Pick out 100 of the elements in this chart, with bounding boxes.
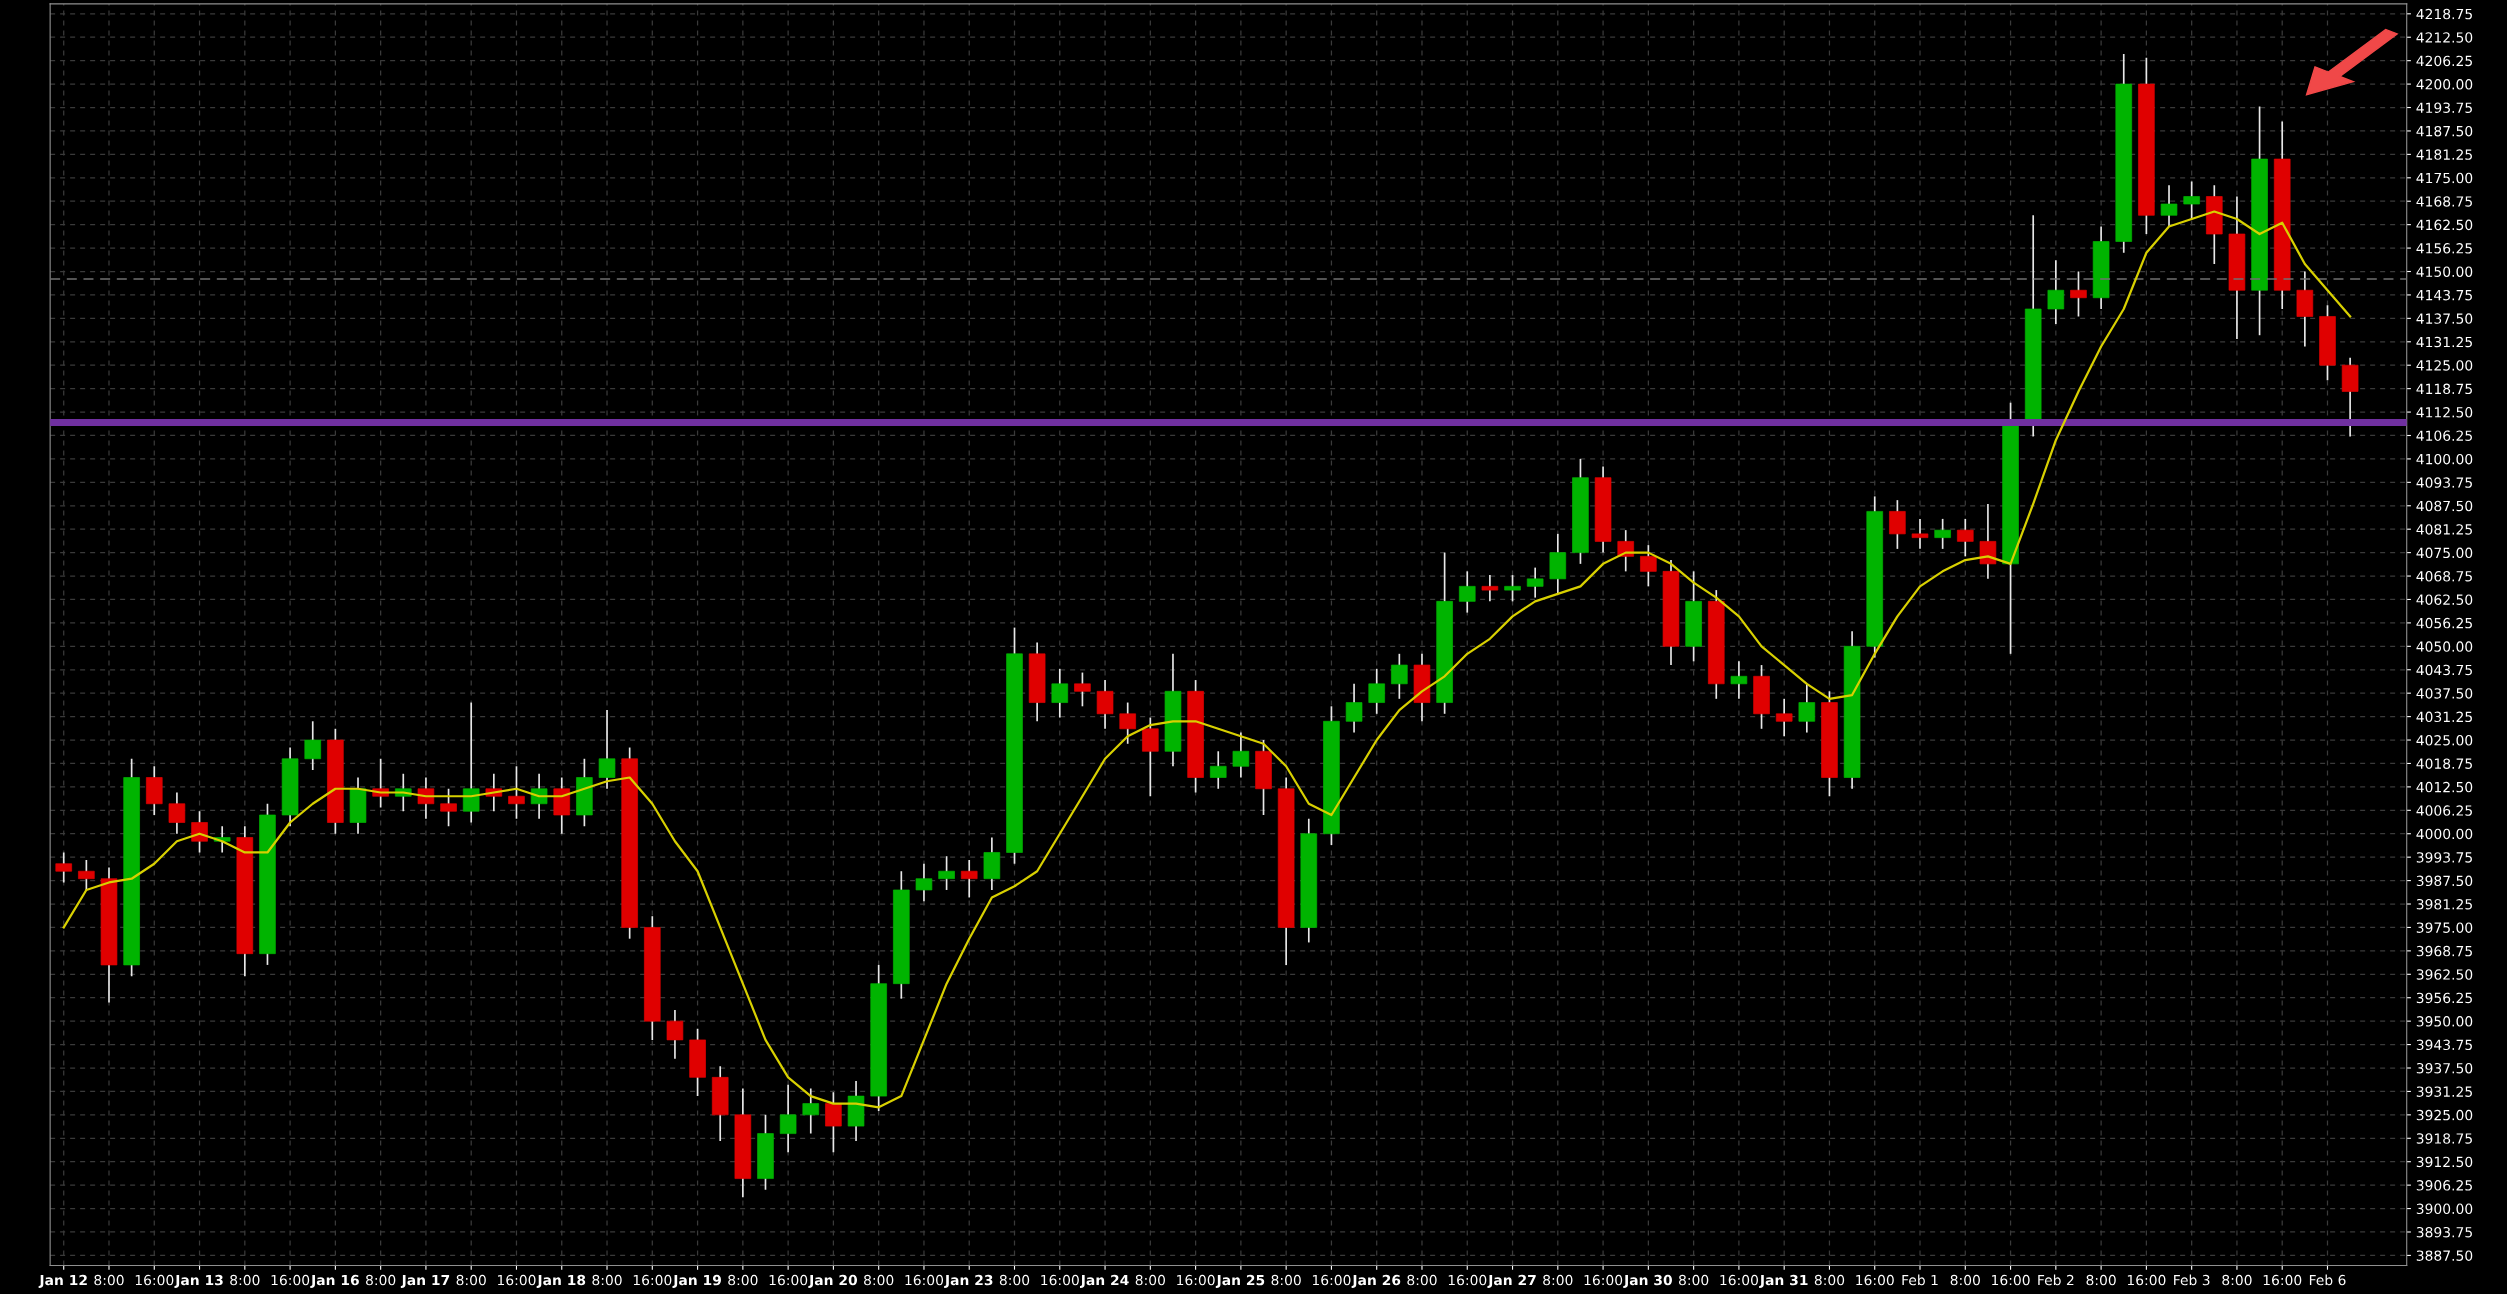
y-tick-label: 4168.75 xyxy=(2416,196,2472,207)
y-tick-label: 4118.75 xyxy=(2416,383,2472,395)
y-tick-label: 4112.50 xyxy=(2416,407,2473,418)
candlestick xyxy=(304,720,322,771)
candlestick xyxy=(1391,652,1408,700)
x-tick-label: 16:00 xyxy=(1041,1274,1079,1286)
x-tick-label: Jan 23 xyxy=(944,1274,993,1288)
candlestick xyxy=(78,859,95,891)
y-tick-label: 4093.75 xyxy=(2416,477,2472,488)
x-tick-label: 16:00 xyxy=(1177,1274,1215,1286)
x-tick-label: Feb 2 xyxy=(2038,1274,2074,1286)
x-tick-label: Jan 25 xyxy=(1215,1274,1265,1288)
candlestick xyxy=(2160,184,2178,228)
x-tick-label: 16:00 xyxy=(271,1274,310,1286)
candlestick xyxy=(960,859,978,899)
y-tick-label: 3900.00 xyxy=(2416,1203,2473,1215)
x-tick-label: Jan 24 xyxy=(1079,1274,1129,1288)
x-tick-label: 16:00 xyxy=(497,1274,536,1286)
y-tick-label: 4218.75 xyxy=(2416,8,2472,20)
candlestick xyxy=(1142,716,1159,798)
candlestick xyxy=(1640,544,1657,588)
y-tick-label: 3975.00 xyxy=(2416,922,2473,933)
candlestick xyxy=(1504,574,1521,603)
candlestick xyxy=(55,851,72,884)
y-tick-label: 4193.75 xyxy=(2416,102,2472,113)
y-tick-label: 3912.50 xyxy=(2416,1156,2473,1168)
candlestick xyxy=(938,855,955,891)
y-tick-label: 4006.25 xyxy=(2416,805,2472,816)
x-tick-label: 16:00 xyxy=(905,1274,944,1286)
y-tick-label: 4062.50 xyxy=(2416,594,2473,605)
candlestick xyxy=(1798,682,1816,734)
x-tick-label: Jan 12 xyxy=(38,1274,87,1288)
y-tick-label: 4106.25 xyxy=(2416,430,2472,441)
y-tick-label: 4056.25 xyxy=(2416,617,2472,629)
candlestick xyxy=(2047,259,2065,325)
x-tick-label: Jan 30 xyxy=(1623,1274,1672,1288)
x-tick-label: 8:00 xyxy=(592,1274,622,1286)
candlestick xyxy=(440,787,457,828)
y-tick-label: 4206.25 xyxy=(2416,55,2472,67)
y-tick-label: 4000.00 xyxy=(2416,828,2473,840)
candlestick xyxy=(1775,697,1793,738)
x-tick-label: 8:00 xyxy=(230,1274,260,1286)
x-tick-label: 16:00 xyxy=(633,1274,672,1286)
y-tick-label: 4100.00 xyxy=(2416,453,2473,465)
candlestick xyxy=(462,701,480,824)
x-tick-label: 8:00 xyxy=(2222,1274,2252,1286)
y-tick-label: 4068.75 xyxy=(2416,571,2472,582)
candlestick xyxy=(598,709,616,790)
candlestick xyxy=(2183,180,2200,220)
x-tick-label: 16:00 xyxy=(1856,1274,1894,1286)
y-tick-label: 4175.00 xyxy=(2416,172,2473,184)
y-tick-label: 3925.00 xyxy=(2416,1109,2473,1121)
y-tick-label: 4187.50 xyxy=(2416,125,2473,137)
y-tick-label: 3893.75 xyxy=(2416,1226,2472,1238)
y-tick-label: 4081.25 xyxy=(2416,524,2472,535)
x-tick-label: 8:00 xyxy=(456,1274,486,1286)
x-tick-label: Jan 17 xyxy=(400,1274,450,1288)
candlestick xyxy=(1345,682,1363,734)
y-tick-label: 4012.50 xyxy=(2416,781,2473,793)
y-tick-label: 3993.75 xyxy=(2416,852,2472,863)
y-tick-label: 4150.00 xyxy=(2416,266,2473,277)
x-tick-label: Jan 31 xyxy=(1759,1274,1808,1288)
candlestick xyxy=(1096,679,1114,730)
x-tick-label: Jan 16 xyxy=(310,1274,359,1288)
candlestick xyxy=(825,1091,842,1154)
x-tick-label: 8:00 xyxy=(864,1274,894,1286)
x-tick-label: 8:00 xyxy=(94,1274,124,1286)
x-tick-label: 16:00 xyxy=(135,1274,174,1286)
y-tick-label: 3943.75 xyxy=(2416,1039,2472,1051)
candlestick xyxy=(508,765,525,820)
x-tick-label: 8:00 xyxy=(1543,1274,1573,1286)
candlestick xyxy=(1232,731,1250,779)
candlestick xyxy=(191,810,208,854)
x-tick-label: Jan 13 xyxy=(174,1274,223,1288)
x-tick-label: Jan 27 xyxy=(1487,1274,1536,1288)
y-tick-label: 3956.25 xyxy=(2416,992,2472,1004)
y-tick-label: 4181.25 xyxy=(2416,149,2472,160)
y-tick-label: 3931.25 xyxy=(2416,1086,2472,1097)
x-tick-label: 8:00 xyxy=(1271,1274,1301,1286)
candlestick xyxy=(168,791,186,835)
x-tick-label: Jan 18 xyxy=(536,1274,586,1288)
x-tick-label: Jan 19 xyxy=(672,1274,721,1288)
x-tick-label: Feb 1 xyxy=(1902,1274,1938,1286)
y-tick-label: 3962.50 xyxy=(2416,969,2473,980)
x-tick-label: Jan 26 xyxy=(1351,1274,1401,1288)
candlestick xyxy=(1911,518,1929,550)
x-tick-label: Jan 20 xyxy=(808,1274,858,1288)
x-tick-label: 8:00 xyxy=(1135,1274,1165,1286)
y-tick-label: 3937.50 xyxy=(2416,1062,2473,1074)
x-tick-label: 8:00 xyxy=(1407,1274,1437,1286)
x-tick-label: 16:00 xyxy=(1992,1274,2030,1286)
y-tick-label: 4131.25 xyxy=(2416,336,2472,348)
x-tick-label: 16:00 xyxy=(1720,1274,1758,1286)
candlestick xyxy=(915,862,933,903)
y-tick-label: 4018.75 xyxy=(2416,758,2472,769)
y-tick-label: 3918.75 xyxy=(2416,1133,2472,1144)
candlestick xyxy=(1074,671,1091,708)
candlestick xyxy=(1209,750,1227,790)
y-tick-label: 3906.25 xyxy=(2416,1180,2472,1191)
x-tick-label: 16:00 xyxy=(2127,1274,2166,1286)
